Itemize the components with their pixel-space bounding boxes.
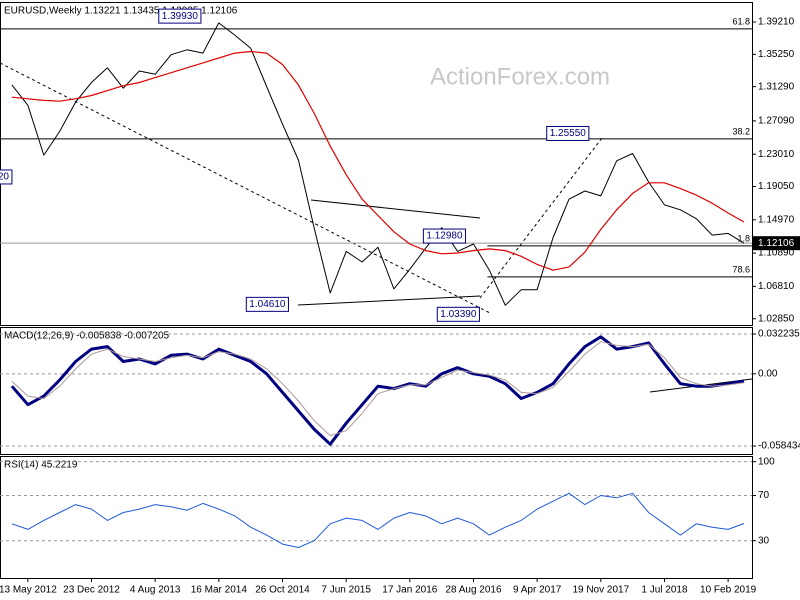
- y-tick-label: 1.06810: [758, 281, 795, 292]
- trendline: [310, 199, 481, 219]
- x-tick-label: 16 Mar 2014: [191, 585, 248, 596]
- y-tick-label: -0.058434: [758, 441, 800, 452]
- y-tick-label: 0.032235: [758, 329, 800, 340]
- y-tick-label: 1.35250: [758, 49, 795, 60]
- price-annotation: 1.04610: [249, 299, 286, 310]
- y-tick-label: 70: [758, 490, 770, 501]
- x-tick-label: 1 Jul 2018: [641, 585, 688, 596]
- trendline: [297, 295, 481, 306]
- price-annotation: 1.12980: [426, 231, 463, 242]
- y-tick-label: 1.27090: [758, 116, 795, 127]
- panel-title: MACD(12,26,9) -0.005838 -0.007205: [4, 331, 170, 342]
- y-tick-label: 1.14970: [758, 214, 795, 225]
- x-tick-label: 17 Jan 2016: [382, 585, 437, 596]
- y-tick-label: 1.31290: [758, 81, 795, 92]
- y-tick-label: 1.10890: [758, 248, 795, 259]
- y-tick-label: 30: [758, 535, 770, 546]
- panel-title: EURUSD,Weekly 1.13221 1.13435 1.12025 1.…: [4, 6, 238, 17]
- x-tick-label: 4 Aug 2013: [130, 585, 181, 596]
- annotation-box: [245, 296, 289, 312]
- x-tick-label: 10 Feb 2019: [700, 585, 757, 596]
- series-line: [10, 335, 745, 446]
- series-line: [11, 341, 745, 437]
- annotation-box: [436, 306, 480, 322]
- panel-title: RSI(14) 45.2219: [4, 460, 78, 471]
- x-tick-label: 13 May 2012: [0, 585, 57, 596]
- x-tick-label: 23 Dec 2012: [63, 585, 120, 596]
- fib-label: 78.6: [732, 264, 750, 274]
- annotation-box: [422, 228, 467, 244]
- macd-panel: [0, 327, 753, 455]
- y-tick-label: 1.23010: [758, 149, 795, 160]
- x-tick-label: 28 Aug 2016: [445, 585, 502, 596]
- x-tick-label: 7 Jun 2015: [321, 585, 371, 596]
- y-tick-label: 1.39210: [758, 17, 795, 28]
- y-tick-label: 0.00: [758, 368, 778, 379]
- fib-label: 38.2: [732, 126, 750, 136]
- price-label-box: [752, 236, 800, 251]
- price-annotation: 1.03390: [440, 309, 477, 320]
- fib-label: 1.8: [737, 233, 750, 243]
- annotation-box: [158, 8, 202, 24]
- annotation-box: [0, 169, 13, 185]
- y-tick-label: 1.02850: [758, 313, 795, 324]
- y-tick-label: 1.19050: [758, 181, 795, 192]
- series-line: [11, 492, 745, 548]
- rsi-panel: [0, 456, 753, 579]
- series-line: [11, 50, 745, 271]
- series-line: [11, 22, 745, 306]
- price-annotation: 20: [0, 172, 9, 183]
- annotation-box: [546, 125, 590, 141]
- price-annotation: 1.39930: [162, 11, 199, 22]
- price-label: 1.12106: [758, 238, 795, 249]
- price-annotation: 1.25550: [550, 128, 587, 139]
- x-tick-label: 19 Nov 2017: [572, 585, 629, 596]
- panel-frames: [0, 2, 753, 579]
- fib-label: 61.8: [732, 16, 750, 26]
- watermark: ActionForex.com: [430, 63, 610, 90]
- y-tick-label: 100: [758, 456, 775, 467]
- plot-area: EURUSD,Weekly 1.13221 1.13435 1.12025 1.…: [0, 6, 800, 596]
- x-tick-label: 9 Apr 2017: [513, 585, 562, 596]
- price-panel: [0, 2, 753, 326]
- x-tick-label: 26 Oct 2014: [255, 585, 310, 596]
